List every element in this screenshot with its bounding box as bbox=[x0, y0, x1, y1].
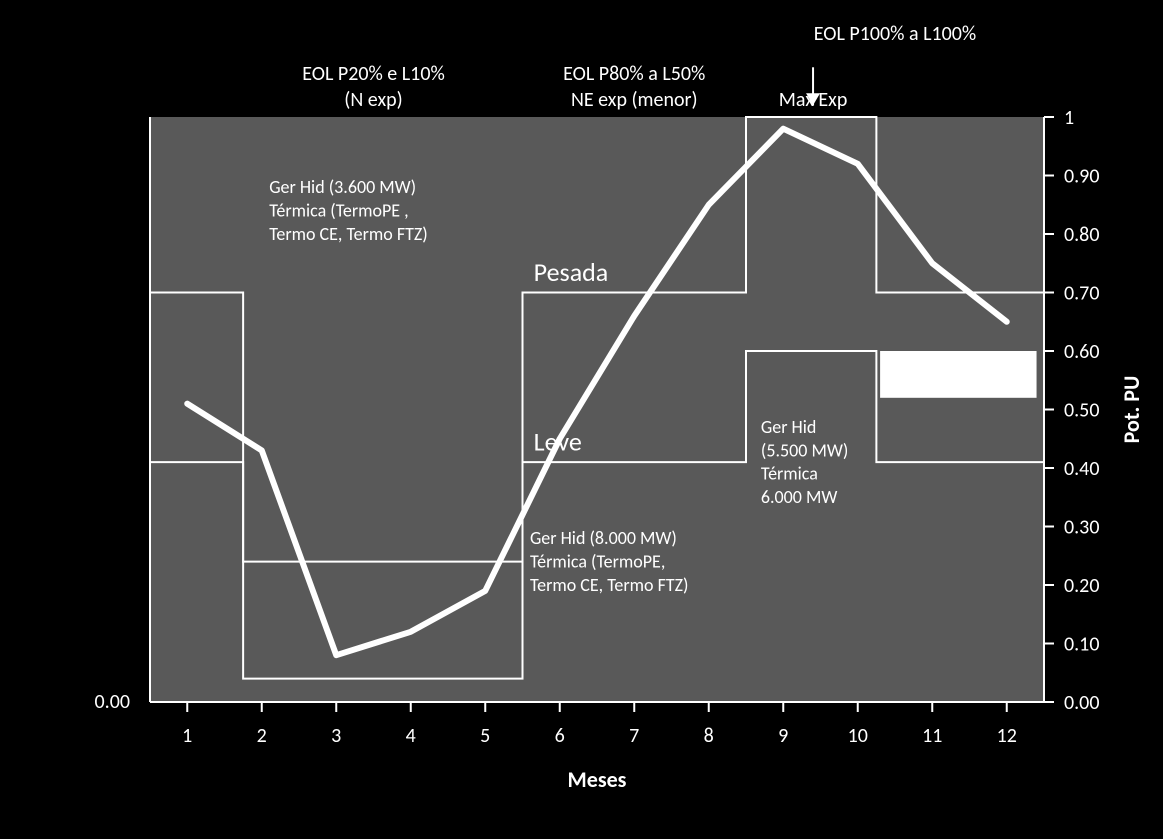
ger2-line2: Térmica (TermoPE, bbox=[530, 550, 665, 572]
top1-line1: EOL P20% e L10% bbox=[302, 62, 445, 86]
y-right-tick-label: 0.70 bbox=[1064, 282, 1099, 306]
x-tick-label: 4 bbox=[406, 724, 416, 748]
x-tick-label: 9 bbox=[778, 724, 788, 748]
ger1-line2: Térmica (TermoPE , bbox=[269, 199, 408, 221]
x-tick-label: 8 bbox=[704, 724, 714, 748]
x-tick-label: 10 bbox=[848, 724, 868, 748]
label-leve: Leve bbox=[534, 425, 582, 457]
ger3-line1: Ger Hid bbox=[761, 416, 816, 438]
ger2-line3: Termo CE, Termo FTZ) bbox=[530, 574, 689, 596]
ger1-line3: Termo CE, Termo FTZ) bbox=[269, 223, 428, 245]
x-tick-label: 11 bbox=[922, 724, 942, 748]
y-right-tick-label: 0.00 bbox=[1064, 691, 1099, 715]
ger3-line4: 6.000 MW bbox=[761, 486, 838, 508]
ger2-line1: Ger Hid (8.000 MW) bbox=[530, 527, 677, 549]
top2-line2: NE exp (menor) bbox=[571, 88, 698, 112]
top3-line1: EOL P100% a L100% bbox=[814, 22, 976, 46]
y-right-tick-label: 0.80 bbox=[1064, 223, 1099, 247]
legend-box bbox=[880, 351, 1036, 398]
y-right-tick-label: 0.10 bbox=[1064, 633, 1099, 657]
x-tick-label: 7 bbox=[629, 724, 639, 748]
x-tick-label: 2 bbox=[257, 724, 267, 748]
x-tick-label: 6 bbox=[555, 724, 565, 748]
x-tick-label: 12 bbox=[997, 724, 1017, 748]
y-left-tick-0: 0.00 bbox=[95, 690, 130, 714]
y-right-tick-label: 0.60 bbox=[1064, 340, 1099, 364]
y-right-tick-label: 0.40 bbox=[1064, 457, 1099, 481]
y-right-tick-label: 0.20 bbox=[1064, 574, 1099, 598]
y-right-tick-label: 0.30 bbox=[1064, 516, 1099, 540]
ger3-line3: Térmica bbox=[761, 463, 818, 485]
ger3-line2: (5.500 MW) bbox=[761, 439, 848, 461]
y-right-tick-label: 0.50 bbox=[1064, 399, 1099, 423]
x-axis-label: Meses bbox=[568, 766, 627, 793]
y-right-axis-label: Pot. PU bbox=[1118, 376, 1145, 444]
label-pesada: Pesada bbox=[534, 256, 609, 288]
y-right-tick-label: 1 bbox=[1064, 106, 1074, 130]
top1-line2: (N exp) bbox=[344, 88, 402, 112]
ger1-line1: Ger Hid (3.600 MW) bbox=[269, 176, 416, 198]
top2-line1: EOL P80% a L50% bbox=[563, 62, 705, 86]
x-tick-label: 1 bbox=[182, 724, 192, 748]
y-right-tick-label: 0.90 bbox=[1064, 165, 1099, 189]
x-tick-label: 3 bbox=[331, 724, 341, 748]
x-tick-label: 5 bbox=[480, 724, 490, 748]
